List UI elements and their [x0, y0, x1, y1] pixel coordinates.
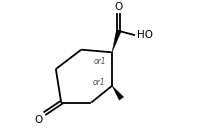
Text: O: O: [35, 115, 43, 125]
Text: or1: or1: [94, 57, 106, 66]
Text: O: O: [115, 2, 123, 11]
Text: HO: HO: [137, 30, 153, 40]
Polygon shape: [112, 30, 121, 52]
Text: or1: or1: [92, 78, 105, 87]
Polygon shape: [112, 86, 124, 100]
